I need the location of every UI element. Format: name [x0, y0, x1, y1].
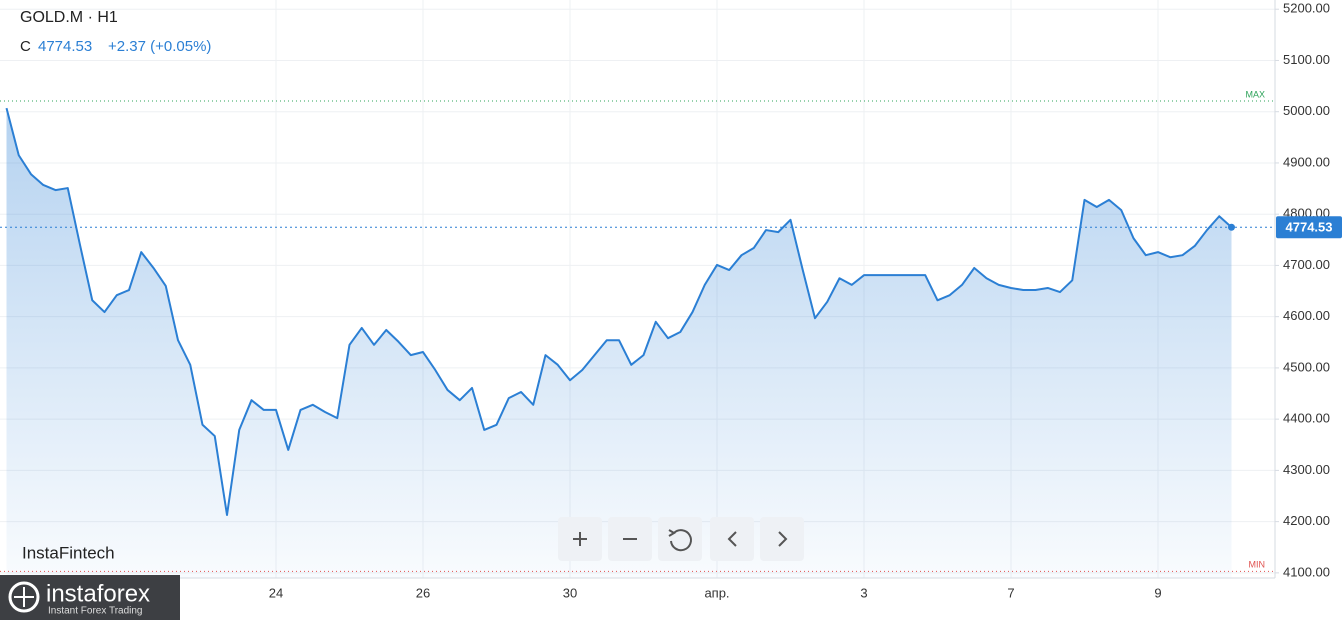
- x-tick-label: 30: [563, 585, 577, 600]
- last-price-badge: [1276, 216, 1342, 239]
- y-tick-label: 5100.00: [1283, 52, 1330, 67]
- area: [6, 108, 1232, 579]
- min-line-label: MIN: [1249, 560, 1266, 570]
- y-tick-label: 4400.00: [1283, 411, 1330, 426]
- x-tick-label: апр.: [704, 585, 729, 600]
- x-tick-label: 9: [1154, 585, 1161, 600]
- close-value: 4774.53: [38, 38, 92, 55]
- logo-tagline: Instant Forex Trading: [48, 606, 143, 617]
- y-tick-label: 4100.00: [1283, 564, 1330, 579]
- close-label: C: [20, 38, 31, 55]
- x-tick-label: 26: [416, 585, 430, 600]
- y-tick-label: 4500.00: [1283, 359, 1330, 374]
- y-tick-label: 5200.00: [1283, 1, 1330, 16]
- right-icon: [778, 531, 788, 547]
- logo: instaforex Instant Forex Trading: [0, 575, 180, 620]
- logo-icon: [8, 581, 40, 613]
- reset-arrow: [668, 529, 676, 537]
- chart-title: GOLD.M · H1: [20, 9, 118, 26]
- zoom-controls: [558, 517, 804, 561]
- logo-text: instaforex: [46, 580, 150, 607]
- max-line-label: MAX: [1245, 89, 1265, 99]
- last-price-label: 4774.53: [1286, 220, 1333, 235]
- y-tick-label: 5000.00: [1283, 103, 1330, 118]
- watermark: InstaFintech: [22, 543, 115, 562]
- y-tick-label: 4600.00: [1283, 308, 1330, 323]
- y-tick-label: 4900.00: [1283, 154, 1330, 169]
- logo-icon-cross: [14, 587, 34, 607]
- y-tick-label: 4200.00: [1283, 513, 1330, 528]
- plus-icon: [573, 532, 587, 546]
- x-tick-label: 24: [269, 585, 283, 600]
- scroll-right-button[interactable]: [760, 517, 804, 561]
- x-tick-label: 3: [860, 585, 867, 600]
- left-icon: [727, 531, 737, 547]
- reset-button[interactable]: [658, 517, 702, 561]
- change-value: +2.37 (+0.05%): [108, 38, 211, 55]
- price-line: [5, 107, 1233, 516]
- scroll-left-button[interactable]: [710, 517, 754, 561]
- x-tick-label: 7: [1007, 585, 1014, 600]
- reset-icon: [670, 529, 692, 552]
- y-tick-label: 4300.00: [1283, 462, 1330, 477]
- y-tick-label: 4700.00: [1283, 257, 1330, 272]
